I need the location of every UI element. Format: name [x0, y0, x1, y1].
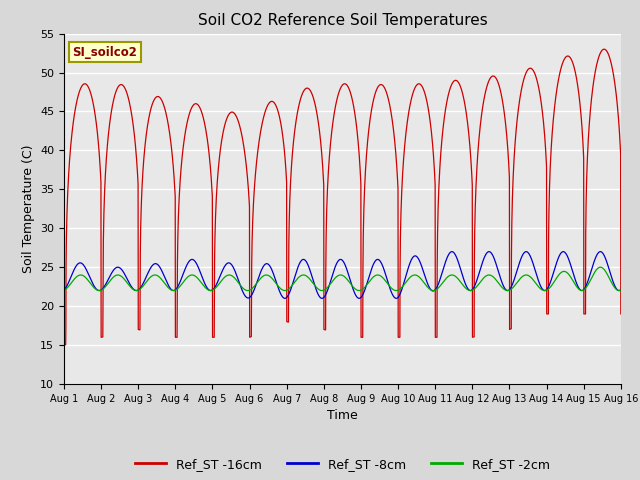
- Ref_ST -16cm: [60, 342, 68, 348]
- Ref_ST -16cm: [157, 96, 164, 101]
- Ref_ST -16cm: [600, 46, 608, 52]
- Ref_ST -16cm: [124, 92, 131, 98]
- Title: Soil CO2 Reference Soil Temperatures: Soil CO2 Reference Soil Temperatures: [198, 13, 487, 28]
- Ref_ST -8cm: [157, 265, 164, 271]
- Y-axis label: Soil Temperature (C): Soil Temperature (C): [22, 144, 35, 273]
- Ref_ST -8cm: [546, 280, 554, 286]
- Ref_ST -8cm: [606, 270, 614, 276]
- Ref_ST -8cm: [274, 283, 282, 288]
- Ref_ST -16cm: [274, 107, 282, 112]
- Ref_ST -2cm: [617, 287, 625, 293]
- Line: Ref_ST -16cm: Ref_ST -16cm: [64, 49, 621, 345]
- Ref_ST -2cm: [596, 264, 604, 270]
- X-axis label: Time: Time: [327, 409, 358, 422]
- Ref_ST -2cm: [546, 285, 554, 290]
- Ref_ST -2cm: [124, 280, 131, 286]
- Ref_ST -8cm: [617, 287, 625, 292]
- Text: SI_soilco2: SI_soilco2: [72, 46, 137, 59]
- Ref_ST -8cm: [124, 277, 131, 283]
- Ref_ST -2cm: [157, 276, 164, 281]
- Ref_ST -8cm: [596, 249, 604, 254]
- Ref_ST -16cm: [606, 56, 614, 62]
- Line: Ref_ST -8cm: Ref_ST -8cm: [64, 252, 621, 299]
- Ref_ST -16cm: [546, 173, 554, 179]
- Ref_ST -2cm: [615, 288, 623, 293]
- Ref_ST -2cm: [274, 282, 282, 288]
- Legend: Ref_ST -16cm, Ref_ST -8cm, Ref_ST -2cm: Ref_ST -16cm, Ref_ST -8cm, Ref_ST -2cm: [129, 453, 556, 476]
- Ref_ST -8cm: [281, 296, 289, 301]
- Ref_ST -16cm: [298, 93, 305, 98]
- Ref_ST -8cm: [60, 287, 68, 293]
- Ref_ST -2cm: [60, 288, 68, 293]
- Ref_ST -16cm: [617, 311, 625, 317]
- Ref_ST -2cm: [298, 273, 305, 278]
- Ref_ST -8cm: [298, 257, 306, 263]
- Ref_ST -2cm: [606, 277, 614, 283]
- Line: Ref_ST -2cm: Ref_ST -2cm: [64, 267, 621, 290]
